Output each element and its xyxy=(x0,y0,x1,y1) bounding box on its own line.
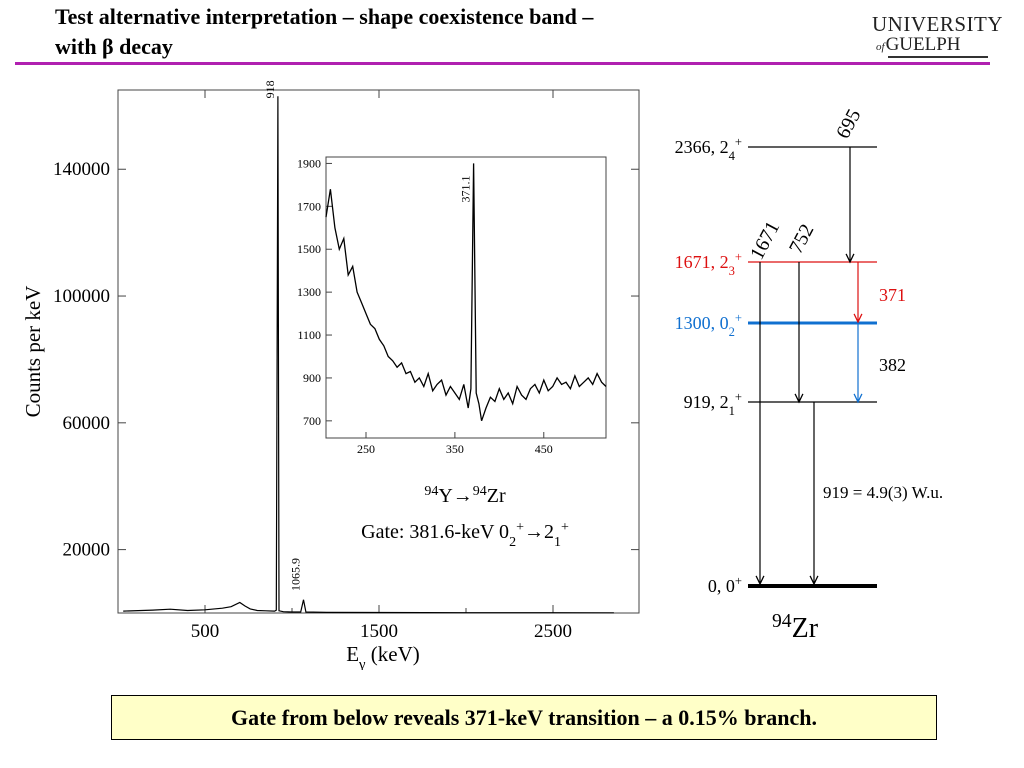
level-scheme-diagram: 2366, 24+ 1671, 23+ 1300, 02+ 919, 21+ 0, 0+… xyxy=(675,106,944,645)
main-spectrum-line xyxy=(123,96,614,614)
peak-label-918.8: 918.8 xyxy=(263,80,277,98)
banner-text: Gate from below reveals 371-keV transiti… xyxy=(230,704,818,730)
y-tick-label-2: 100000 xyxy=(53,286,110,307)
inset-y-tick-label-3: 1300 xyxy=(297,285,321,299)
transition-label-1671: 1671 xyxy=(746,218,784,264)
title-line-2: with β decay xyxy=(55,34,173,59)
level-label-1671: 1671, 23+ xyxy=(675,250,742,278)
x-axis-label: Eγ (keV) xyxy=(346,642,420,670)
x-tick-label-0: 500 xyxy=(191,621,220,642)
gamma-spectrum-chart: 500 1500 2500 20000 60000 100000 140000 Eγ (keV… xyxy=(21,80,640,670)
level-label-0: 0, 0+ xyxy=(708,574,742,596)
inset-y-tick-label-1: 900 xyxy=(303,371,321,385)
transition-label-382: 382 xyxy=(879,355,906,375)
nucleus-label: 94Zr xyxy=(772,611,819,645)
y-tick-label-0: 20000 xyxy=(63,540,111,561)
inset-x-tick-label-0: 250 xyxy=(357,442,375,456)
title-line-1: Test alternative interpretation – shape … xyxy=(55,4,594,29)
level-label-919: 919, 21+ xyxy=(684,390,742,418)
logo-guelph: GUELPH xyxy=(885,34,961,55)
logo-underline xyxy=(888,56,988,58)
transition-label-919: 919 = 4.9(3) W.u. xyxy=(823,483,943,502)
y-tick-label-3: 140000 xyxy=(53,159,110,180)
level-label-2366: 2366, 24+ xyxy=(675,135,742,163)
x-tick-label-1: 1500 xyxy=(360,621,398,642)
inset-peak-label: 371.1 xyxy=(459,176,473,203)
transition-label-371: 371 xyxy=(879,285,906,305)
x-tick-label-2: 2500 xyxy=(534,621,572,642)
logo-of: of xyxy=(876,41,885,53)
y-tick-label-1: 60000 xyxy=(63,413,111,434)
level-label-1300: 1300, 02+ xyxy=(675,311,742,339)
transition-371-head xyxy=(853,313,863,324)
inset-x-tick-label-1: 350 xyxy=(446,442,464,456)
title-rule xyxy=(15,62,990,65)
inset-y-tick-label-6: 1900 xyxy=(297,156,321,170)
gate-label: Gate: 381.6-keV 02+→21+ xyxy=(361,520,569,550)
inset-y-tick-label-4: 1500 xyxy=(297,242,321,256)
transition-382-head xyxy=(853,393,863,404)
inset-y-tick-label-5: 1700 xyxy=(297,199,321,213)
inset-y-tick-label-2: 1100 xyxy=(297,328,321,342)
inset-spectrum-line xyxy=(325,163,607,422)
reaction-label: 94Y→94Zr xyxy=(424,484,506,508)
logo-line-1: UNIVERSITY xyxy=(872,12,1003,36)
transition-919-head xyxy=(809,575,819,586)
transition-label-752: 752 xyxy=(785,221,819,258)
transition-695-head xyxy=(845,253,855,264)
inset-plot-frame xyxy=(325,156,607,439)
y-axis-label: Counts per keV xyxy=(21,286,45,418)
summary-banner: Gate from below reveals 371-keV transiti… xyxy=(111,695,937,740)
logo-line-2: ofGUELPH xyxy=(876,34,961,56)
peak-label-1065.9: 1065.9 xyxy=(288,558,302,591)
university-logo: UNIVERSITY ofGUELPH xyxy=(868,12,1003,62)
transition-label-695: 695 xyxy=(832,106,866,143)
inset-y-tick-label-0: 700 xyxy=(303,414,321,428)
transition-752-head xyxy=(794,393,804,404)
inset-x-tick-label-2: 450 xyxy=(535,442,553,456)
slide-title: Test alternative interpretation – shape … xyxy=(55,2,815,62)
transition-1671-head xyxy=(755,575,765,586)
